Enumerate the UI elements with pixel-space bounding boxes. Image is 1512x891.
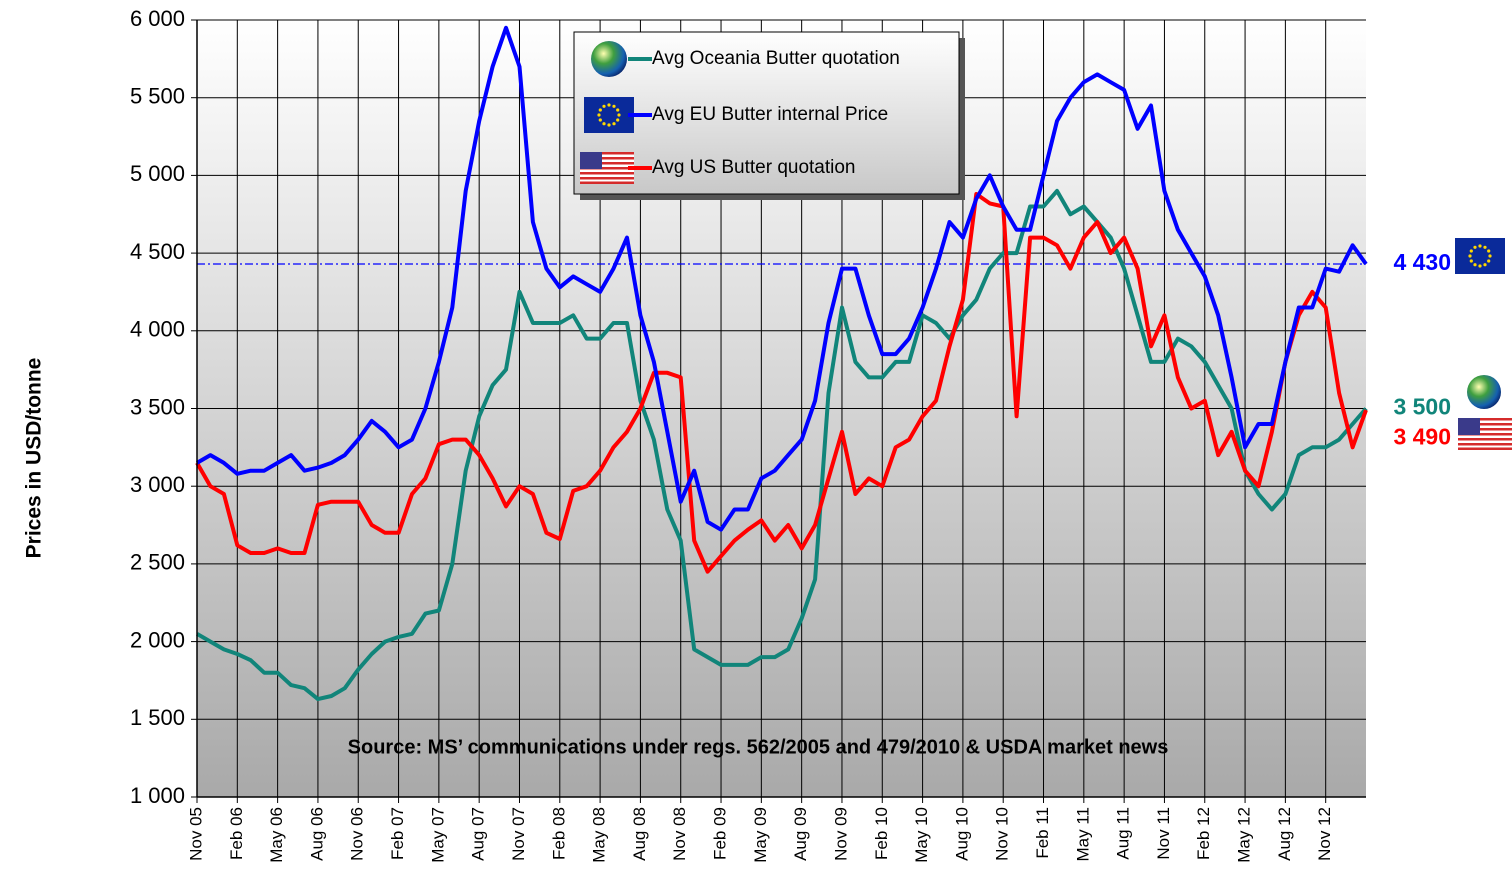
x-tick-label: Nov 06 xyxy=(348,807,367,861)
legend-label: Avg Oceania Butter quotation xyxy=(652,48,900,69)
x-tick-label: Nov 11 xyxy=(1154,807,1173,860)
us-flag-icon xyxy=(1458,418,1512,450)
x-tick-label: May 12 xyxy=(1235,807,1254,863)
globe-icon xyxy=(591,41,627,77)
us-flag-icon xyxy=(580,152,634,184)
x-tick-label: Nov 07 xyxy=(509,807,528,861)
x-tick-label: Feb 10 xyxy=(872,807,891,860)
y-tick-label: 2 500 xyxy=(130,550,185,575)
x-tick-label: Feb 07 xyxy=(388,807,407,860)
y-tick-label: 1 000 xyxy=(130,783,185,808)
lines xyxy=(195,25,1368,702)
y-tick-label: 5 500 xyxy=(130,84,185,109)
x-tick-label: Aug 11 xyxy=(1114,807,1133,860)
x-tick-label: Aug 07 xyxy=(469,807,488,861)
x-tick-label: Nov 12 xyxy=(1315,807,1334,861)
legend-label: Avg US Butter quotation xyxy=(652,157,856,178)
x-tick-label: Feb 06 xyxy=(227,807,246,860)
legend-label: Avg EU Butter internal Price xyxy=(652,104,888,125)
y-tick-label: 2 000 xyxy=(130,627,185,652)
x-tick-label: Aug 10 xyxy=(952,807,971,861)
x-tick-label: May 06 xyxy=(267,807,286,863)
x-tick-label: Feb 11 xyxy=(1033,807,1052,859)
y-tick-label: 4 500 xyxy=(130,239,185,264)
x-tick-label: Feb 12 xyxy=(1194,807,1213,860)
x-tick-label: Aug 06 xyxy=(307,807,326,861)
x-tick-label: Nov 08 xyxy=(670,807,689,861)
y-axis-label: Prices in USD/tonne xyxy=(23,358,46,559)
x-tick-label: Nov 05 xyxy=(186,807,205,861)
x-tick-label: May 10 xyxy=(912,807,931,863)
x-tick-label: Aug 08 xyxy=(630,807,649,861)
y-tick-label: 5 000 xyxy=(130,161,185,186)
y-tick-label: 1 500 xyxy=(130,705,185,730)
y-tick-label: 4 000 xyxy=(130,317,185,342)
x-tick-label: Feb 08 xyxy=(549,807,568,860)
source-note: Source: MS’ communications under regs. 5… xyxy=(348,736,1169,758)
y-tick-label: 6 000 xyxy=(130,6,185,31)
end-label: 3 490 xyxy=(1393,424,1451,450)
series-line xyxy=(195,192,1368,574)
series-line xyxy=(195,25,1368,532)
end-label: 4 430 xyxy=(1393,249,1451,275)
eu-flag-icon xyxy=(1455,238,1505,274)
x-tick-label: Nov 10 xyxy=(993,807,1012,861)
y-tick-label: 3 000 xyxy=(130,472,185,497)
x-tick-label: May 08 xyxy=(590,807,609,863)
eu-flag-icon xyxy=(584,97,634,133)
x-tick-label: Aug 12 xyxy=(1275,807,1294,861)
end-label: 3 500 xyxy=(1393,394,1451,420)
x-tick-label: Nov 09 xyxy=(831,807,850,861)
x-tick-label: May 07 xyxy=(428,807,447,863)
x-tick-label: Feb 09 xyxy=(711,807,730,860)
x-tick-label: May 11 xyxy=(1073,807,1092,862)
x-tick-label: Aug 09 xyxy=(791,807,810,861)
x-tick-label: May 09 xyxy=(751,807,770,863)
y-tick-label: 3 500 xyxy=(130,394,185,419)
globe-icon xyxy=(1467,375,1501,409)
